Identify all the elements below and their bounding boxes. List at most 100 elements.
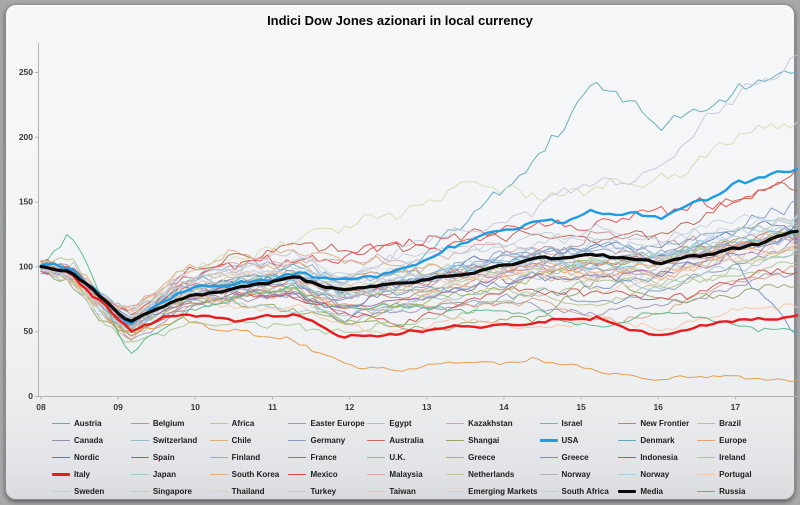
legend-swatch-south-africa xyxy=(539,490,558,493)
legend-item-kazakhstan: Kazakhstan xyxy=(446,417,537,430)
legend-swatch-italy xyxy=(52,473,70,476)
legend-label: Thailand xyxy=(231,487,265,496)
legend-label: Portugal xyxy=(719,470,752,479)
legend-item-japan: Japan xyxy=(130,468,208,481)
legend-label: Netherlands xyxy=(468,470,515,479)
x-axis-label: 14 xyxy=(499,402,509,412)
legend-label: Indonesia xyxy=(640,453,678,462)
legend-label: Russia xyxy=(719,487,746,496)
legend-swatch-norway xyxy=(539,473,558,476)
legend-swatch-greece xyxy=(539,456,558,459)
y-axis-label: 0 xyxy=(28,391,33,401)
legend-swatch-belgium xyxy=(130,422,149,425)
legend-swatch-singapore xyxy=(130,490,149,493)
legend-label: Austria xyxy=(74,419,102,428)
legend-item-russia: Russia xyxy=(697,485,774,498)
legend-label: Norway xyxy=(640,470,670,479)
legend-label: Chile xyxy=(231,436,252,445)
legend-label: Greece xyxy=(468,453,496,462)
legend-label: Germany xyxy=(310,436,346,445)
legend-label: Brazil xyxy=(719,419,741,428)
legend-swatch-taiwan xyxy=(367,490,386,493)
series-line-kazakhstan xyxy=(40,264,798,341)
legend-item-spain: Spain xyxy=(130,451,208,464)
legend-item-israel: Israel xyxy=(539,417,617,430)
x-axis-label: 12 xyxy=(345,402,355,412)
legend-label: U.K. xyxy=(389,453,406,462)
legend-item-greece: Greece xyxy=(539,451,617,464)
legend-label: Greece xyxy=(561,453,589,462)
legend-item-new-frontier: New Frontier xyxy=(618,417,695,430)
legend-item-europe: Europe xyxy=(697,434,774,447)
legend-item-u-k: U.K. xyxy=(367,451,444,464)
legend-item-thailand: Thailand xyxy=(209,485,287,498)
legend-swatch-nordic xyxy=(52,456,70,459)
series-line-media xyxy=(39,229,799,323)
legend-swatch-u-k xyxy=(367,456,386,459)
legend-swatch-austria xyxy=(52,422,70,425)
legend-swatch-south-korea xyxy=(209,473,228,476)
legend-item-austria: Austria xyxy=(52,417,129,430)
legend-label: USA xyxy=(561,436,579,445)
legend-swatch-media xyxy=(618,490,637,493)
x-axis-label: 11 xyxy=(268,402,277,412)
legend-swatch-australia xyxy=(367,439,386,442)
legend-item-italy: Italy xyxy=(52,468,129,481)
legend-item-greece: Greece xyxy=(446,451,537,464)
legend-item-norway: Norway xyxy=(539,468,617,481)
legend-item-ireland: Ireland xyxy=(697,451,774,464)
x-axis-label: 16 xyxy=(653,402,663,412)
legend-label: Ireland xyxy=(719,453,746,462)
legend-swatch-denmark xyxy=(618,439,637,442)
legend-label: Mexico xyxy=(310,470,338,479)
legend-label: Malaysia xyxy=(389,470,423,479)
legend-item-switzerland: Switzerland xyxy=(130,434,208,447)
legend-item-nordic: Nordic xyxy=(52,451,129,464)
legend-label: Europe xyxy=(719,436,747,445)
legend-label: Canada xyxy=(74,436,103,445)
legend-swatch-indonesia xyxy=(618,456,637,459)
legend-label: Norway xyxy=(561,470,591,479)
legend-item-indonesia: Indonesia xyxy=(618,451,695,464)
legend-item-emerging-markets: Emerging Markets xyxy=(446,485,538,498)
legend-label: Emerging Markets xyxy=(468,487,538,496)
series-line-france xyxy=(40,231,798,325)
series-line-singapore xyxy=(40,244,798,318)
series-line-israel xyxy=(40,233,798,322)
legend-swatch-greece xyxy=(446,456,465,459)
x-axis-label: 13 xyxy=(422,402,432,412)
legend-swatch-thailand xyxy=(209,490,228,493)
legend-label: South Africa xyxy=(561,487,609,496)
legend-item-media: Media xyxy=(618,485,695,498)
legend-swatch-mexico xyxy=(288,473,307,476)
legend-label: Media xyxy=(640,487,663,496)
legend-item-south-africa: South Africa xyxy=(539,485,617,498)
legend-item-chile: Chile xyxy=(209,434,287,447)
legend-swatch-emerging-markets xyxy=(446,490,465,493)
legend-swatch-usa xyxy=(539,439,558,442)
legend-item-norway: Norway xyxy=(618,468,695,481)
legend-label: France xyxy=(310,453,337,462)
legend-item-turkey: Turkey xyxy=(288,485,365,498)
legend-swatch-portugal xyxy=(697,473,716,476)
legend-item-south-korea: South Korea xyxy=(209,468,287,481)
legend-item-australia: Australia xyxy=(367,434,444,447)
legend-item-singapore: Singapore xyxy=(130,485,208,498)
legend-item-sweden: Sweden xyxy=(52,485,129,498)
legend-swatch-africa xyxy=(209,422,228,425)
legend-swatch-israel xyxy=(539,422,558,425)
legend-label: Australia xyxy=(389,436,424,445)
legend-label: Kazakhstan xyxy=(468,419,513,428)
legend-item-brazil: Brazil xyxy=(697,417,774,430)
legend-swatch-brazil xyxy=(697,422,716,425)
series-line-norway xyxy=(40,226,798,331)
y-axis-label: 250 xyxy=(19,67,33,77)
series-line-russia xyxy=(40,234,798,354)
legend-label: Taiwan xyxy=(389,487,416,496)
legend-label: Africa xyxy=(231,419,255,428)
legend-swatch-russia xyxy=(697,490,716,493)
legend-item-belgium: Belgium xyxy=(130,417,208,430)
x-axis-label: 09 xyxy=(113,402,123,412)
legend-label: Belgium xyxy=(152,419,185,428)
y-axis-label: 100 xyxy=(19,261,33,271)
